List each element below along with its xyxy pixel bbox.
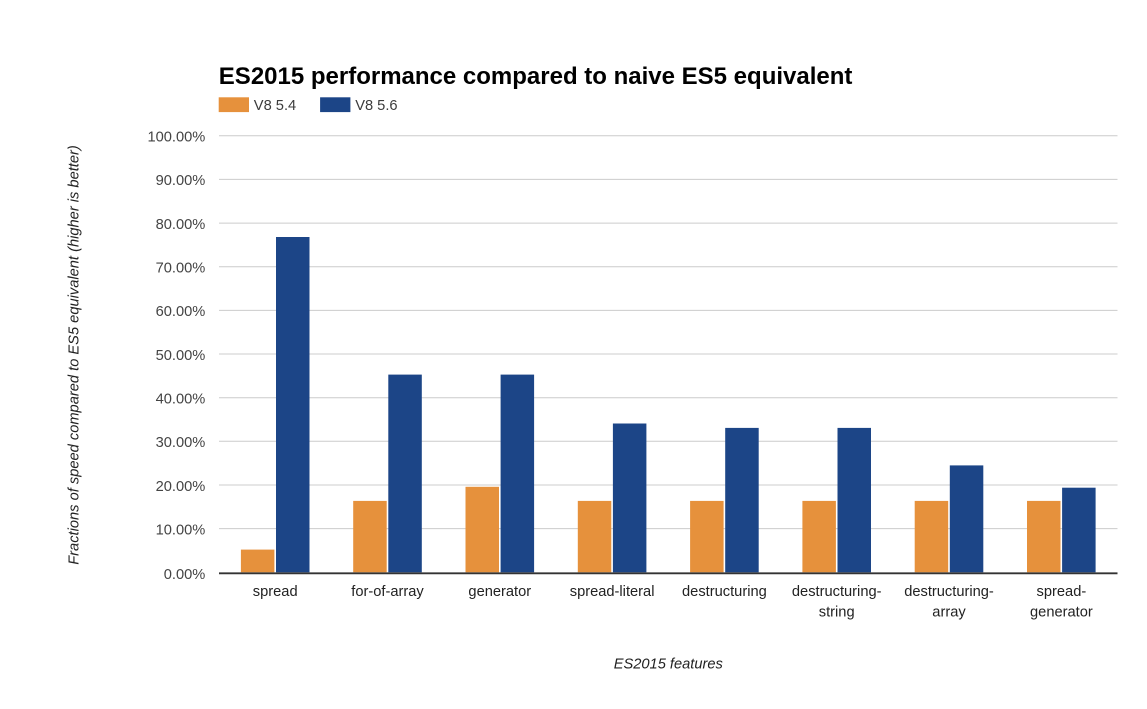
svg-text:spread-: spread- bbox=[1037, 584, 1087, 600]
svg-text:40.00%: 40.00% bbox=[156, 392, 206, 408]
svg-text:array: array bbox=[932, 604, 966, 620]
svg-text:destructuring-: destructuring- bbox=[792, 584, 882, 600]
svg-text:for-of-array: for-of-array bbox=[351, 584, 424, 600]
svg-text:string: string bbox=[819, 604, 855, 620]
svg-text:V8 5.6: V8 5.6 bbox=[355, 98, 397, 114]
svg-text:ES2015 features: ES2015 features bbox=[614, 657, 724, 673]
svg-text:100.00%: 100.00% bbox=[147, 130, 205, 146]
svg-text:destructuring: destructuring bbox=[682, 584, 767, 600]
svg-text:destructuring-: destructuring- bbox=[904, 584, 994, 600]
svg-text:70.00%: 70.00% bbox=[156, 261, 206, 277]
svg-text:80.00%: 80.00% bbox=[156, 217, 206, 233]
svg-text:10.00%: 10.00% bbox=[156, 522, 206, 538]
svg-text:50.00%: 50.00% bbox=[156, 348, 206, 364]
svg-text:spread: spread bbox=[253, 584, 298, 600]
svg-text:0.00%: 0.00% bbox=[164, 567, 206, 583]
svg-text:60.00%: 60.00% bbox=[156, 304, 206, 320]
svg-text:20.00%: 20.00% bbox=[156, 479, 206, 495]
svg-text:spread-literal: spread-literal bbox=[570, 584, 655, 600]
svg-text:Fractions of speed compared to: Fractions of speed compared to ES5 equiv… bbox=[67, 145, 83, 565]
svg-text:ES2015 performance compared to: ES2015 performance compared to naive ES5… bbox=[219, 63, 853, 90]
svg-text:generator: generator bbox=[468, 584, 531, 600]
svg-text:30.00%: 30.00% bbox=[156, 435, 206, 451]
svg-text:generator: generator bbox=[1030, 604, 1093, 620]
svg-text:90.00%: 90.00% bbox=[156, 173, 206, 189]
svg-text:V8 5.4: V8 5.4 bbox=[254, 98, 296, 114]
